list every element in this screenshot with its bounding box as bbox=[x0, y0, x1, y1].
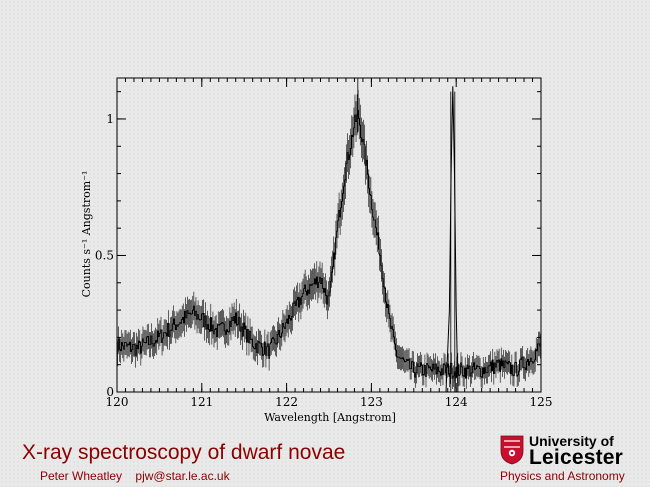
author-name: Peter Wheatley bbox=[40, 469, 123, 483]
x-tick-label: 120 bbox=[106, 395, 129, 409]
x-tick-label: 125 bbox=[530, 395, 553, 409]
y-tick-label: 0.5 bbox=[95, 248, 114, 262]
slide-title: X-ray spectroscopy of dwarf novae bbox=[22, 441, 346, 464]
logo-university-of: University of bbox=[529, 433, 614, 449]
x-tick-label: 123 bbox=[360, 395, 383, 409]
university-logo: University of Leicester bbox=[500, 433, 640, 469]
logo-leicester: Leicester bbox=[529, 446, 624, 469]
narrow-line-profile bbox=[445, 86, 459, 392]
plot-frame bbox=[116, 77, 542, 393]
department-name: Physics and Astronomy bbox=[500, 469, 625, 483]
x-tick-label: 121 bbox=[190, 395, 213, 409]
x-axis-label: Wavelength [Angstrom] bbox=[264, 411, 396, 424]
x-tick-label: 122 bbox=[275, 395, 298, 409]
spectrum-histogram bbox=[117, 110, 541, 379]
spectrum-chart: Counts s⁻¹ Angstrom⁻¹ Wavelength [Angstr… bbox=[80, 77, 553, 424]
university-crest-icon bbox=[500, 435, 524, 465]
spectrum-series bbox=[117, 78, 541, 392]
author-email: pjw@star.le.ac.uk bbox=[135, 469, 230, 483]
footer-author-line: Peter Wheatley pjw@star.le.ac.uk bbox=[40, 469, 240, 483]
y-tick-label: 1 bbox=[106, 112, 114, 126]
x-tick-label: 124 bbox=[445, 395, 468, 409]
y-axis-label: Counts s⁻¹ Angstrom⁻¹ bbox=[80, 171, 93, 298]
y-tick-label: 0 bbox=[106, 385, 114, 399]
